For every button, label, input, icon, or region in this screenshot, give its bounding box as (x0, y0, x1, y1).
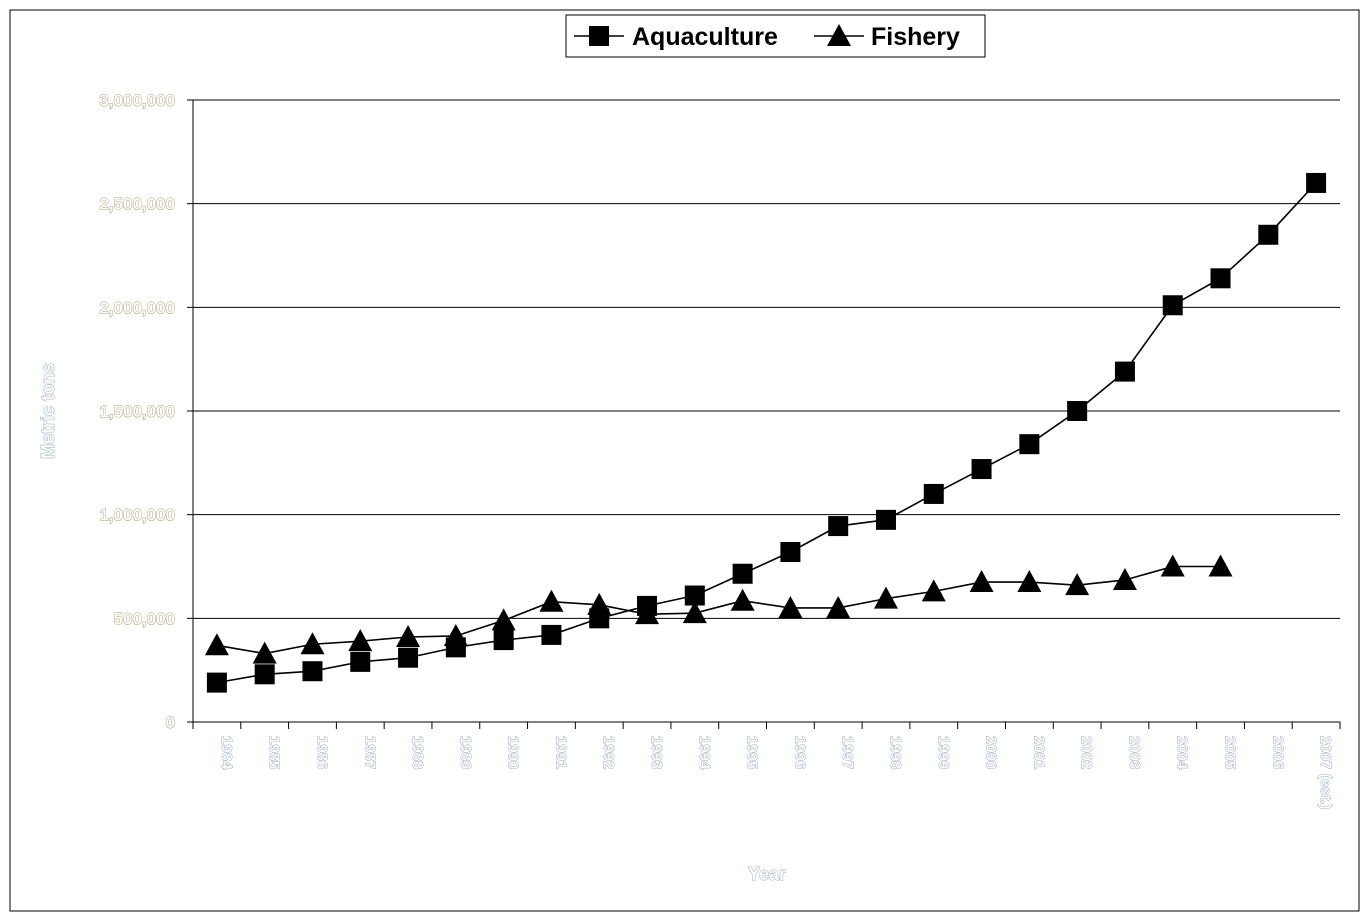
point-fishery-1989 (443, 623, 468, 646)
x-tick-label-18: 2002 (1078, 736, 1095, 769)
y-tick-label-5: 2,500,000 (99, 195, 175, 214)
legend-label-fishery: Fishery (871, 23, 960, 51)
legend-marker-fishery (827, 24, 851, 46)
point-fishery-1987 (348, 629, 373, 652)
point-fishery-1997 (826, 595, 851, 618)
point-aquaculture-1987 (350, 651, 371, 672)
y-axis-title: Metric tons (38, 363, 58, 459)
x-tick-label-0: 1984 (218, 736, 235, 770)
point-aquaculture-1999 (923, 483, 944, 504)
x-tick-label-21: 2005 (1222, 736, 1239, 769)
x-tick-label-7: 1991 (552, 736, 569, 769)
point-fishery-1996 (778, 595, 803, 618)
point-aquaculture-2007-est- (1306, 172, 1327, 193)
point-aquaculture-2002 (1067, 401, 1088, 421)
point-aquaculture-2003 (1114, 361, 1135, 382)
y-tick-label-6: 3,000,000 (99, 91, 175, 110)
point-aquaculture-1994 (684, 585, 705, 606)
point-fishery-2003 (1112, 567, 1137, 590)
point-fishery-1998 (873, 586, 898, 609)
point-aquaculture-1995 (732, 563, 753, 584)
y-tick-label-0: 0 (166, 713, 175, 732)
x-tick-label-11: 1995 (744, 736, 761, 769)
point-aquaculture-1984 (206, 672, 227, 693)
point-aquaculture-1998 (875, 509, 896, 530)
point-aquaculture-2000 (971, 459, 992, 480)
point-fishery-1994 (682, 601, 707, 624)
point-aquaculture-1986 (302, 661, 323, 682)
point-fishery-2000 (969, 570, 994, 593)
point-fishery-1991 (539, 589, 564, 612)
point-fishery-2001 (1017, 570, 1042, 593)
point-aquaculture-2004 (1162, 295, 1183, 316)
point-fishery-1993 (635, 602, 660, 625)
point-fishery-1986 (300, 632, 325, 655)
legend-marker-aquaculture (589, 26, 609, 46)
point-fishery-1992 (587, 592, 612, 615)
series-layer (204, 172, 1327, 693)
point-fishery-2002 (1065, 573, 1090, 596)
y-tick-label-3: 1,500,000 (99, 402, 175, 421)
axes (187, 99, 1341, 729)
point-aquaculture-1990 (493, 630, 514, 651)
x-tick-label-10: 1994 (696, 736, 713, 770)
x-tick-label-22: 2006 (1269, 736, 1286, 769)
x-tick-label-5: 1989 (457, 736, 474, 769)
x-tick-label-4: 1988 (409, 736, 426, 769)
point-aquaculture-2006 (1258, 224, 1279, 245)
y-tick-label-1: 500,000 (114, 609, 175, 628)
x-tick-label-9: 1993 (648, 736, 665, 769)
point-fishery-2005 (1208, 554, 1233, 577)
point-aquaculture-2005 (1210, 268, 1231, 289)
point-fishery-1988 (396, 624, 421, 647)
x-axis-title: Year (748, 864, 786, 884)
x-tick-label-16: 2000 (983, 736, 1000, 769)
series-aquaculture (206, 172, 1327, 693)
point-fishery-2004 (1160, 554, 1185, 577)
x-tick-labels: 1984 1985 1986 1987 1988 1989 1990 1991 1992 1993… (218, 736, 1335, 810)
x-tick-label-12: 1996 (791, 736, 808, 769)
x-tick-label-1: 1985 (266, 736, 283, 769)
x-tick-label-20: 2004 (1174, 736, 1191, 770)
x-tick-label-14: 1998 (887, 736, 904, 769)
point-fishery-1995 (730, 588, 755, 611)
y-tick-label-2: 1,000,000 (99, 506, 175, 525)
chart-border (9, 9, 1360, 912)
point-fishery-1990 (491, 608, 516, 631)
gridlines (193, 99, 1340, 619)
x-tick-label-2: 1986 (313, 736, 330, 769)
point-fishery-1984 (204, 633, 229, 656)
y-tick-label-4: 2,000,000 (99, 298, 175, 317)
point-fishery-1999 (921, 579, 946, 602)
x-tick-label-17: 2001 (1030, 736, 1047, 769)
x-tick-label-6: 1990 (505, 736, 522, 769)
point-fishery-1985 (252, 641, 277, 664)
x-tick-label-3: 1987 (361, 736, 378, 769)
series-fishery (204, 554, 1233, 664)
y-tick-labels: 0 500,000 1,000,000 1,500,000 2,000,000 2,500… (99, 91, 175, 733)
point-aquaculture-1996 (780, 541, 801, 562)
legend-box (565, 14, 986, 58)
legend-label-aquaculture: Aquaculture (632, 23, 778, 51)
x-tick-label-19: 2003 (1126, 736, 1143, 769)
point-aquaculture-1997 (828, 516, 849, 537)
series-line-fishery (216, 565, 1221, 655)
point-aquaculture-1988 (398, 647, 419, 668)
point-aquaculture-1985 (254, 664, 275, 685)
x-tick-label-8: 1992 (600, 736, 617, 769)
x-tick-label-23: 2007 (est.) (1317, 736, 1334, 809)
x-tick-label-15: 1999 (935, 736, 952, 769)
x-tick-label-13: 1997 (839, 736, 856, 769)
point-aquaculture-2001 (1019, 434, 1040, 455)
legend: Aquaculture Fishery (565, 14, 986, 58)
point-aquaculture-1991 (541, 624, 562, 645)
